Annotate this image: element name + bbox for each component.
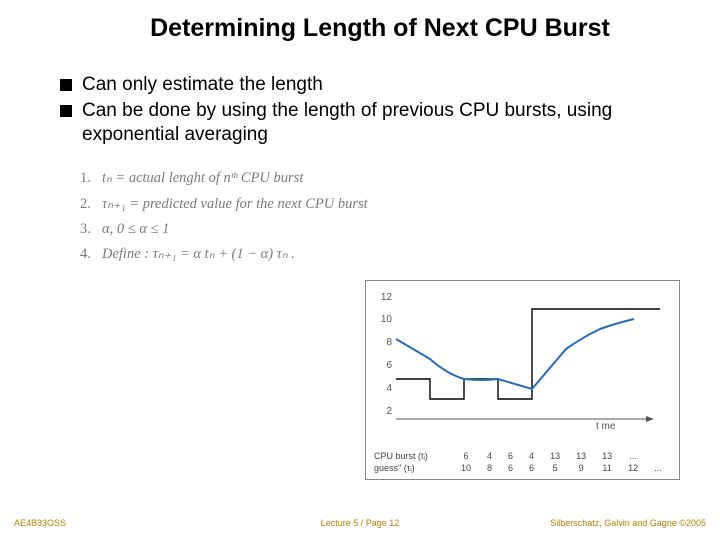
row-label: guess" (τᵢ) xyxy=(374,463,452,473)
y-tick: 8 xyxy=(372,337,392,348)
bullet-text: Can only estimate the length xyxy=(82,73,323,97)
title-text: Determining Length of Next CPU Burst xyxy=(150,14,610,42)
formula-num: 2. xyxy=(80,192,102,217)
y-tick: 6 xyxy=(372,360,392,371)
y-tick: 2 xyxy=(372,406,392,417)
bullet-item: Can be done by using the length of previ… xyxy=(60,99,680,147)
formula-body: Define : τₙ₊₁ = α tₙ + (1 − α) τₙ . xyxy=(102,246,295,262)
prediction-chart: 12 10 8 6 4 2 t me CPU burst (tᵢ) 6 4 6 … xyxy=(365,280,680,480)
row-label: CPU burst (tᵢ) xyxy=(374,451,452,461)
bullet-list: Can only estimate the length Can be done… xyxy=(0,43,720,146)
formula-line: 3.α, 0 ≤ α ≤ 1 xyxy=(80,217,720,242)
formula-body: tₙ = actual lenght of nᵗʰ CPU burst xyxy=(102,170,303,186)
formula-num: 1. xyxy=(80,166,102,191)
table-row: guess" (τᵢ) 10 8 6 6 5 9 11 12 ... xyxy=(374,463,669,473)
y-tick: 12 xyxy=(372,292,392,303)
bullet-item: Can only estimate the length xyxy=(60,73,680,97)
smooth-line xyxy=(396,319,634,389)
bullet-text: Can be done by using the length of previ… xyxy=(82,99,680,147)
formula-num: 3. xyxy=(80,217,102,242)
formula-body: τₙ₊₁ = predicted value for the next CPU … xyxy=(102,196,368,212)
formula-line: 1.tₙ = actual lenght of nᵗʰ CPU burst xyxy=(80,166,720,191)
y-tick: 4 xyxy=(372,383,392,394)
footer: AE4B33OSS Lecture 5 / Page 12 Silberscha… xyxy=(0,518,720,532)
chart-plot-area: 12 10 8 6 4 2 t me xyxy=(396,289,666,429)
bullet-marker-icon xyxy=(60,79,72,91)
chart-svg xyxy=(396,289,666,429)
formula-num: 4. xyxy=(80,242,102,267)
formula-line: 4.Define : τₙ₊₁ = α tₙ + (1 − α) τₙ . xyxy=(80,242,720,267)
bullet-marker-icon xyxy=(60,105,72,117)
formula-body: α, 0 ≤ α ≤ 1 xyxy=(102,221,169,237)
page-title: Determining Length of Next CPU Burst xyxy=(0,0,720,43)
y-tick: 10 xyxy=(372,314,392,325)
formula-line: 2.τₙ₊₁ = predicted value for the next CP… xyxy=(80,192,720,217)
formula-block: 1.tₙ = actual lenght of nᵗʰ CPU burst 2.… xyxy=(0,148,720,268)
x-axis-label: t me xyxy=(596,421,615,432)
table-row: CPU burst (tᵢ) 6 4 6 4 13 13 13 ... xyxy=(374,451,669,461)
chart-data-table: CPU burst (tᵢ) 6 4 6 4 13 13 13 ... gues… xyxy=(372,449,671,475)
footer-right: Silberschatz, Galvin and Gagne ©2005 xyxy=(550,518,706,528)
